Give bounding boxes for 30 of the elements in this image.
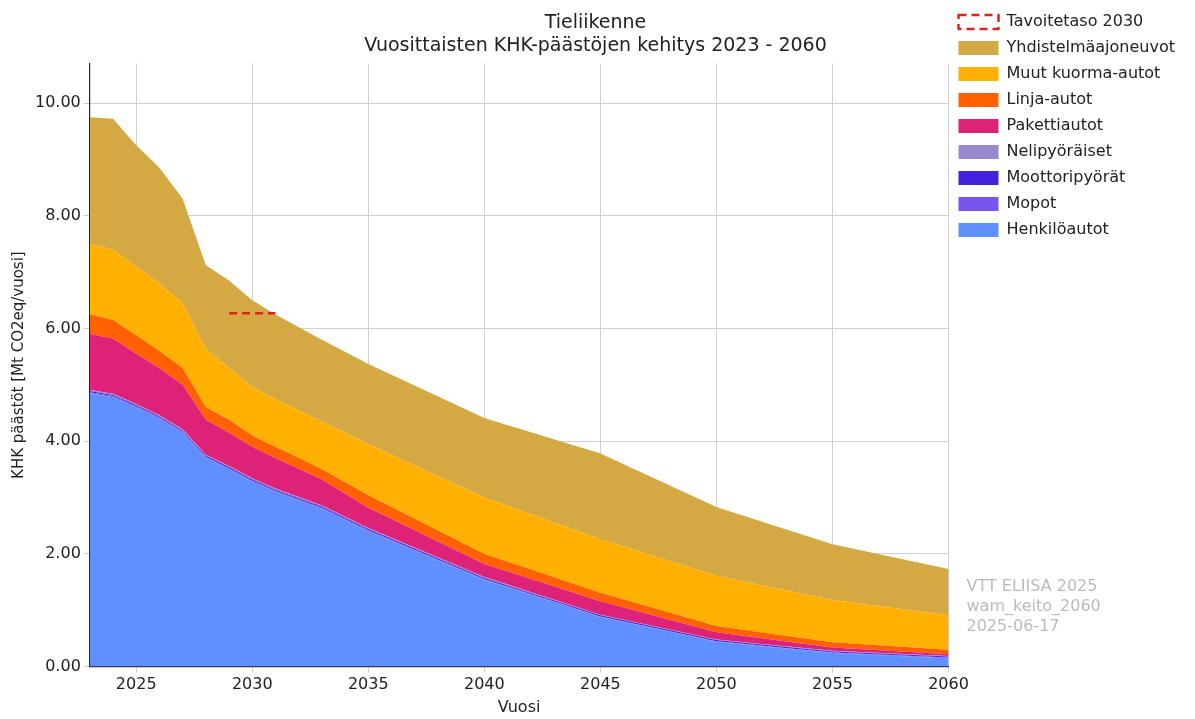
x-tick-label: 2055	[812, 674, 853, 694]
legend-label: Nelipyöräiset	[1006, 141, 1112, 161]
text: wam_keito_2060	[966, 595, 1101, 616]
text: 2025-06-17	[966, 615, 1060, 635]
x-tick-label: 2045	[580, 674, 621, 694]
legend-label: Pakettiautot	[1006, 115, 1104, 135]
x-tick-label: 2040	[463, 674, 505, 694]
y-tick-label: 6.00	[45, 317, 81, 337]
legend-label: Yhdistelmäajoneuvot	[1005, 37, 1175, 57]
chart-subtitle: Vuosittaisten KHK-päästöjen kehitys 2023 - 2060	[364, 33, 827, 56]
x-tick-label: 2060	[928, 674, 969, 694]
legend-label: Mopot	[1006, 193, 1057, 213]
y-tick-label: 2.00	[45, 543, 81, 563]
legend-label: Linja-autot	[1006, 89, 1093, 109]
legend-label: Henkilöautot	[1006, 219, 1109, 239]
x-tick-label: 2050	[696, 674, 737, 694]
legend-label: Muut kuorma-autot	[1006, 63, 1161, 83]
y-tick-label: 10.00	[34, 92, 81, 112]
y-tick-label: 8.00	[45, 204, 81, 224]
text: VTT ELIISA 2025	[966, 575, 1098, 595]
x-tick-label: 2030	[231, 674, 273, 694]
legend-label: Tavoitetaso 2030	[1005, 11, 1144, 31]
legend-label: Moottoripyörät	[1006, 167, 1126, 187]
chart-title: Tieliikenne	[543, 10, 647, 33]
x-axis-title: Vuosi	[497, 696, 541, 716]
y-tick-label: 4.00	[45, 430, 81, 450]
x-tick-label: 2025	[115, 674, 157, 694]
y-axis-title: KHK päästöt [Mt CO2eq/vuosi]	[8, 251, 27, 479]
x-tick-label: 2035	[347, 674, 389, 694]
y-tick-label: 0.00	[45, 655, 81, 675]
